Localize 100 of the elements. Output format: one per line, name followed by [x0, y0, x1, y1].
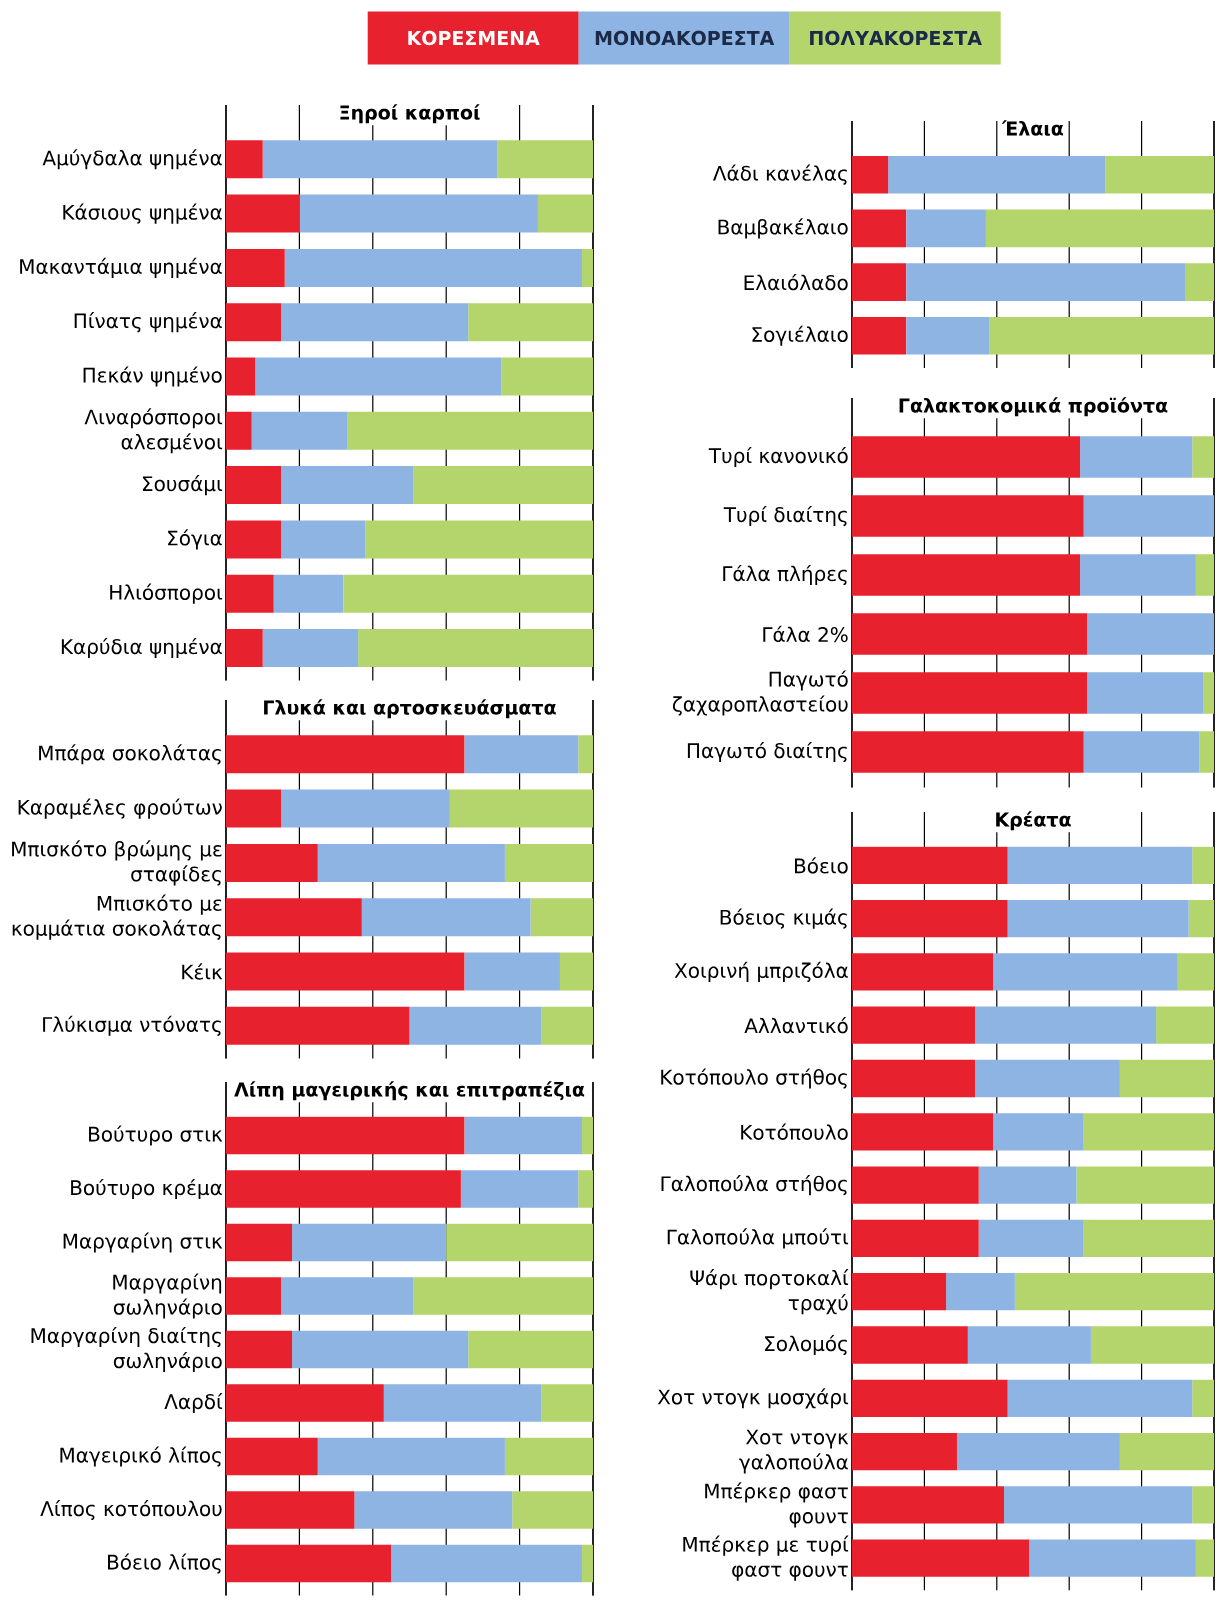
y-tick-label: Μπισκότο βρώμης με σταφίδες	[12, 840, 222, 886]
text: ΠΟΛΥΑΚΟΡΕΣΤΑ	[810, 30, 982, 46]
bar	[993, 953, 1178, 991]
bar	[978, 1166, 1077, 1204]
y-tick-label: Λάδι κανέλας	[713, 164, 847, 185]
bar	[1192, 1486, 1214, 1524]
bar	[852, 1379, 1008, 1417]
bar	[852, 731, 1084, 773]
bar	[1195, 1539, 1214, 1577]
bar	[956, 1432, 1120, 1471]
bar	[967, 1326, 1091, 1364]
bar	[226, 1330, 293, 1369]
y-tick-label: Τυρί κανονικό	[708, 446, 848, 468]
bar	[464, 735, 579, 774]
bar	[1087, 672, 1204, 714]
bar	[1083, 731, 1200, 773]
y-tick-label: Σουσάμι	[142, 475, 223, 496]
bar	[504, 1437, 593, 1476]
bar	[449, 789, 593, 828]
bar	[852, 953, 994, 991]
bar	[284, 248, 582, 287]
y-tick-label: Σολομός	[765, 1334, 847, 1356]
bar	[365, 520, 593, 559]
y-tick-label: Μαγειρικό λίπος	[60, 1446, 221, 1467]
bar	[1156, 1006, 1214, 1044]
text: ΜΟΝΟΑΚΟΡΕΣΤΑ	[595, 30, 775, 46]
chart-title: Έλαια	[1001, 120, 1064, 136]
bar	[1007, 1379, 1193, 1417]
bar	[358, 628, 593, 667]
bar	[226, 357, 256, 396]
bar	[1199, 731, 1214, 773]
y-tick-label: Χοτ ντογκ γαλοπούλα	[739, 1429, 849, 1474]
bar	[975, 1059, 1120, 1098]
bar	[1007, 899, 1189, 938]
bar	[1192, 1379, 1214, 1417]
bar	[354, 1491, 513, 1529]
y-tick-label: Μπέρκερ φαστ φουντ	[705, 1482, 848, 1528]
bar	[262, 140, 498, 179]
bar	[251, 411, 348, 450]
bar	[226, 1116, 465, 1155]
y-tick-label: Βόειος κιμάς	[720, 908, 847, 929]
bar	[852, 436, 1081, 478]
bar	[226, 789, 282, 828]
bar	[541, 1006, 593, 1045]
bar	[512, 1491, 593, 1529]
bar	[226, 411, 252, 450]
y-tick-label: Γλύκισμα ντόνατς	[43, 1015, 221, 1036]
y-tick-label: Πίνατς ψημένα	[74, 312, 222, 333]
y-tick-label: Βόειο	[794, 857, 848, 874]
bar	[852, 1006, 976, 1044]
bar	[361, 898, 531, 937]
y-tick-label: Βόειο λίπος	[108, 1553, 221, 1574]
bar	[226, 1170, 461, 1208]
text: ΚΟΡΕΣΜΕΝΑ	[408, 30, 540, 46]
bar	[226, 140, 263, 179]
bar	[852, 263, 907, 301]
bar	[226, 1223, 293, 1262]
bar	[530, 898, 593, 937]
bar	[852, 1219, 979, 1258]
bar	[1192, 846, 1214, 884]
bar	[497, 140, 593, 179]
bar	[852, 1113, 994, 1151]
bar	[226, 628, 263, 667]
bar	[852, 1059, 976, 1098]
y-tick-label: Γαλοπούλα στήθος	[661, 1175, 847, 1196]
y-tick-label: Μακαντάμια ψημένα	[20, 257, 222, 278]
y-tick-label: Μπάρα σοκολάτας	[39, 744, 221, 765]
bar	[537, 194, 593, 233]
bar	[226, 735, 465, 774]
bar	[1029, 1539, 1196, 1577]
bar	[1080, 554, 1196, 596]
bar	[906, 263, 1186, 301]
bar	[226, 194, 300, 233]
y-tick-label: Χοιρινή μπριζόλα	[674, 961, 848, 982]
bar	[226, 303, 282, 342]
y-tick-label: Σόγια	[168, 529, 222, 550]
y-tick-label: Κοτόπουλο	[741, 1123, 848, 1140]
bar	[852, 672, 1088, 714]
chart-title: Ξηροί καρποί	[340, 104, 480, 124]
bar	[852, 1539, 1030, 1577]
bar	[262, 628, 359, 667]
y-tick-label: Μαργαρίνη διαίτης σωληνάριο	[31, 1326, 222, 1373]
bar	[446, 1223, 593, 1262]
bar	[226, 520, 282, 559]
y-tick-label: Γαλοπούλα μπούτι	[667, 1228, 849, 1249]
bar	[281, 1277, 414, 1315]
bar	[852, 613, 1088, 655]
y-tick-label: Γάλα πλήρες	[723, 564, 847, 586]
bar	[464, 952, 560, 991]
bar	[226, 1006, 410, 1045]
bar	[581, 1544, 593, 1583]
bar	[852, 846, 1008, 884]
bar	[460, 1170, 579, 1208]
bar	[1195, 554, 1214, 596]
bar	[1090, 1326, 1214, 1364]
bar	[413, 1277, 593, 1315]
y-tick-label: Βούτυρο στικ	[89, 1125, 223, 1146]
bar	[501, 357, 593, 396]
bar	[1083, 495, 1214, 537]
bar	[581, 1116, 593, 1155]
